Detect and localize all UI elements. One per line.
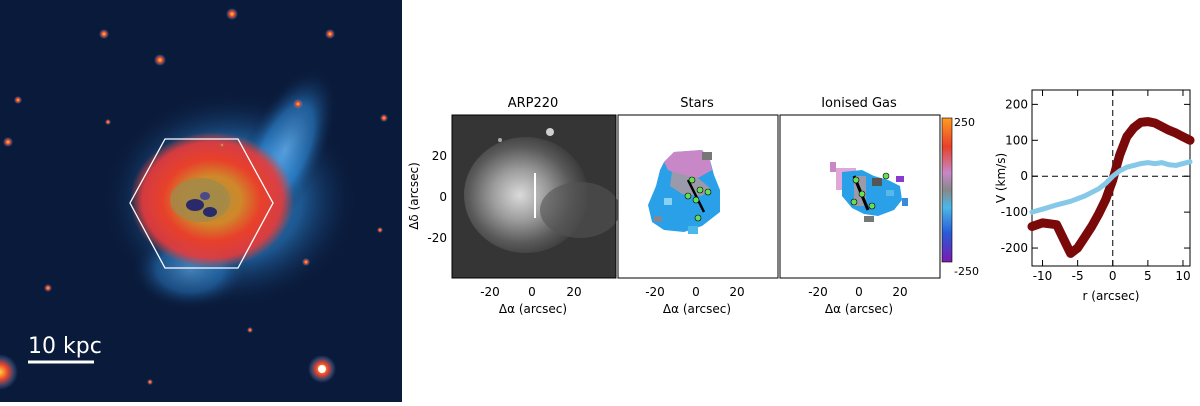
map-xtick: 0 [692,285,700,299]
colorbar-max-label: 250 [954,116,975,129]
map-ytick-top: 20 [432,149,447,163]
y-tick-label: -200 [1001,241,1028,255]
map-panel-stars [617,114,779,279]
map-title-gas: Ionised Gas [821,96,897,111]
y-tick-label: 100 [1005,133,1028,147]
y-tick-label: -100 [1001,205,1028,219]
map-xtick: 20 [566,285,581,299]
x-tick-label: -5 [1072,269,1084,283]
colorbar-min-label: -250 [954,265,979,278]
map-xtick: -20 [645,285,665,299]
maps-figure: ARP220 Stars Ionised Gas [402,0,990,402]
map-xtick: 20 [729,285,744,299]
galaxy-image [0,0,402,402]
y-tick-label: 0 [1020,169,1028,183]
map-panel-gas [779,114,941,279]
map-panel-arp220 [451,114,620,279]
x-tick-label: 0 [1109,269,1117,283]
map-xlabel-arp220: Δα (arcsec) [499,302,567,316]
map-title-arp220: ARP220 [508,96,559,111]
x-axis-label: r (arcsec) [1083,289,1140,303]
map-title-stars: Stars [680,96,714,111]
map-xlabel-gas: Δα (arcsec) [825,302,893,316]
map-xlabel-stars: Δα (arcsec) [663,302,731,316]
map-xtick: 20 [892,285,907,299]
ifu-footprint-hexagon [129,138,274,269]
velocity-colorbar [941,117,953,263]
y-tick-label: 200 [1005,97,1028,111]
x-tick-label: 10 [1175,269,1190,283]
map-ytick-bot: -20 [427,231,447,245]
map-xtick: -20 [808,285,828,299]
y-axis-label: V (km/s) [994,153,1008,203]
x-tick-label: -10 [1033,269,1053,283]
galaxy-image-panel: 10 kpc [0,0,402,402]
x-tick-label: 5 [1144,269,1152,283]
map-ylabel: Δδ (arcsec) [407,162,421,230]
series-line-1 [1029,159,1193,215]
map-xtick: -20 [480,285,500,299]
map-xtick: 0 [528,285,536,299]
map-ytick-mid: 0 [439,190,447,204]
scale-bar-label: 10 kpc [28,334,102,359]
rotation-curve-chart: -10 -5 0 5 10 -200 -100 0 100 200 r (arcsec) V (k… [990,0,1200,402]
kinematic-axis-stars [686,179,706,213]
map-xtick: 0 [855,285,863,299]
series-line-0 [1027,117,1195,258]
